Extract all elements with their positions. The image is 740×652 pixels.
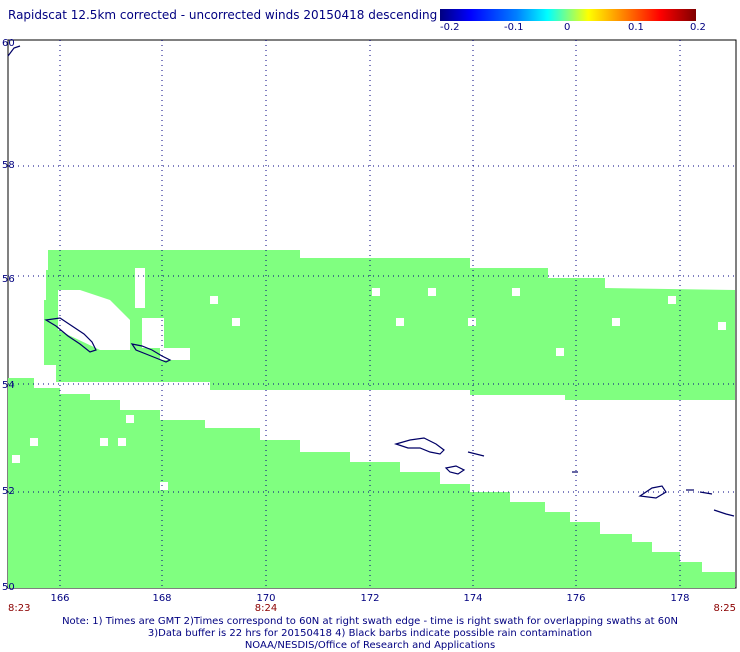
colorbar-label: 0.2 <box>690 22 706 33</box>
colorbar <box>440 9 696 21</box>
lat-label: 52 <box>2 486 15 497</box>
lat-label: 60 <box>2 38 15 49</box>
lon-label: 168 <box>152 593 171 604</box>
coast-agattu-island <box>444 465 466 475</box>
lat-label: 54 <box>2 380 15 391</box>
lat-label: 58 <box>2 160 15 171</box>
coastlines <box>7 45 735 517</box>
coast-semichi-islands <box>467 451 485 457</box>
coast-kiska-island <box>638 485 667 499</box>
note-line: 3)Data buffer is 22 hrs for 20150418 4) … <box>147 628 593 639</box>
lon-label: 174 <box>463 593 482 604</box>
lon-label: 172 <box>360 593 379 604</box>
lat-label: 56 <box>2 274 15 285</box>
colorbar-label: -0.2 <box>440 22 460 33</box>
lon-label: 170 <box>256 593 275 604</box>
swath-south <box>8 378 735 588</box>
footnotes: Note: 1) Times are GMT 2)Times correspon… <box>0 616 740 652</box>
colorbar-label: -0.1 <box>504 22 524 33</box>
time-label: 8:25 <box>714 603 736 614</box>
colorbar-label: 0 <box>564 22 571 33</box>
lon-labels: 166 168 170 172 174 176 178 <box>50 593 689 604</box>
map-title: Rapidscat 12.5km corrected - uncorrected… <box>8 8 438 22</box>
lon-label: 176 <box>566 593 585 604</box>
colorbar-label: 0.1 <box>628 22 644 33</box>
coast-attu-island <box>393 437 445 455</box>
note-credit: NOAA/NESDIS/Office of Research and Appli… <box>244 640 496 651</box>
note-line: Note: 1) Times are GMT 2)Times correspon… <box>62 616 678 627</box>
time-label: 8:24 <box>255 603 277 614</box>
lon-label: 178 <box>670 593 689 604</box>
coast-island <box>699 491 713 495</box>
coast-island <box>713 509 735 517</box>
coast-bering-island <box>44 317 97 353</box>
coast-kamchatka-tip <box>7 45 21 57</box>
lat-label: 50 <box>2 582 15 593</box>
lat-labels: 60 58 56 54 52 50 <box>2 38 15 593</box>
time-label: 8:23 <box>8 603 30 614</box>
time-labels: 8:23 8:24 8:25 <box>8 603 736 614</box>
lon-label: 166 <box>50 593 69 604</box>
swath-data <box>8 250 735 588</box>
swath-gaps <box>12 268 726 490</box>
swath-north <box>44 250 735 400</box>
coast-medny-island <box>130 343 172 363</box>
